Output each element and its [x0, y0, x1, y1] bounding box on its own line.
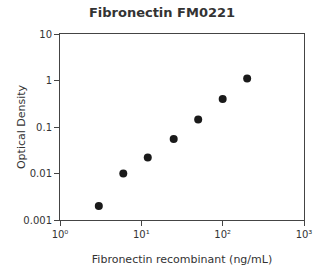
svg-text:Fibronectin recombinant (ng/mL: Fibronectin recombinant (ng/mL): [92, 253, 272, 266]
svg-text:0.001: 0.001: [23, 215, 52, 226]
svg-text:10¹: 10¹: [133, 229, 150, 240]
svg-text:0.1: 0.1: [36, 122, 52, 133]
svg-text:1: 1: [46, 75, 52, 86]
svg-text:10⁰: 10⁰: [52, 229, 69, 240]
svg-text:Fibronectin FM0221: Fibronectin FM0221: [89, 5, 235, 20]
svg-text:Optical Density: Optical Density: [15, 84, 28, 169]
svg-text:10: 10: [39, 29, 52, 40]
svg-text:10³: 10³: [296, 229, 313, 240]
svg-text:10²: 10²: [214, 229, 231, 240]
svg-text:0.01: 0.01: [30, 168, 52, 179]
